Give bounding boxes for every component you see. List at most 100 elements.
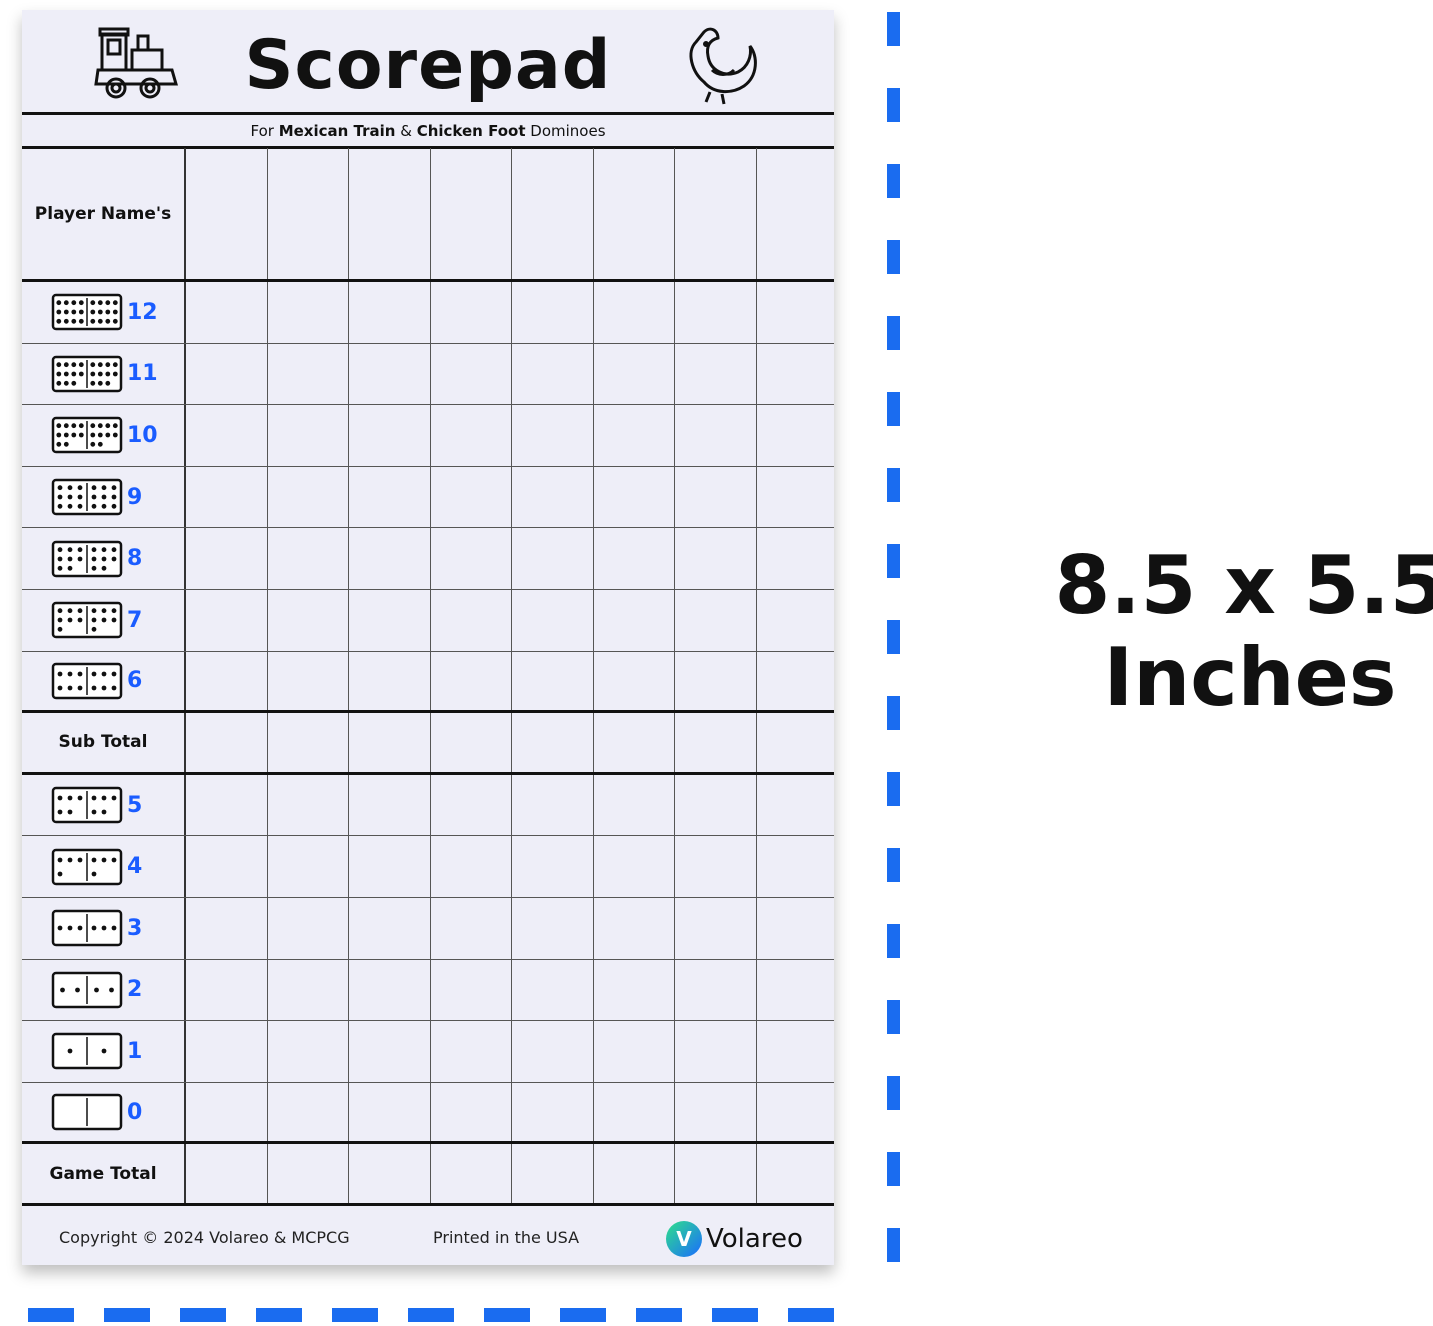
score-cell[interactable]	[349, 959, 431, 1021]
score-cell[interactable]	[594, 343, 675, 405]
score-cell[interactable]	[757, 590, 835, 651]
score-cell[interactable]	[349, 898, 431, 959]
score-cell[interactable]	[431, 1082, 512, 1142]
score-cell[interactable]	[512, 836, 594, 897]
score-cell[interactable]	[675, 713, 757, 772]
score-cell[interactable]	[431, 282, 512, 343]
score-cell[interactable]	[757, 960, 835, 1021]
score-cell[interactable]	[186, 466, 268, 528]
score-cell[interactable]	[594, 651, 675, 711]
score-cell[interactable]	[186, 343, 268, 405]
score-cell[interactable]	[349, 148, 431, 279]
score-cell[interactable]	[268, 713, 349, 772]
score-cell[interactable]	[268, 959, 349, 1021]
score-cell[interactable]	[186, 528, 268, 589]
score-cell[interactable]	[349, 405, 431, 466]
score-cell[interactable]	[512, 1021, 594, 1082]
score-cell[interactable]	[594, 836, 675, 897]
score-cell[interactable]	[186, 1144, 268, 1203]
score-cell[interactable]	[594, 774, 675, 836]
score-cell[interactable]	[512, 405, 594, 466]
score-cell[interactable]	[349, 282, 431, 343]
score-cell[interactable]	[268, 528, 349, 589]
score-cell[interactable]	[186, 282, 268, 343]
score-cell[interactable]	[186, 651, 268, 711]
score-cell[interactable]	[675, 836, 757, 897]
score-cell[interactable]	[675, 1082, 757, 1142]
score-cell[interactable]	[349, 651, 431, 711]
score-cell[interactable]	[349, 774, 431, 836]
score-cell[interactable]	[431, 528, 512, 589]
score-cell[interactable]	[268, 898, 349, 959]
score-cell[interactable]	[675, 148, 757, 279]
score-cell[interactable]	[349, 590, 431, 651]
score-cell[interactable]	[757, 528, 835, 589]
score-cell[interactable]	[512, 528, 594, 589]
score-cell[interactable]	[594, 528, 675, 589]
score-cell[interactable]	[757, 1021, 835, 1082]
score-cell[interactable]	[431, 148, 512, 279]
score-cell[interactable]	[675, 282, 757, 343]
score-cell[interactable]	[512, 343, 594, 405]
score-cell[interactable]	[757, 652, 835, 711]
score-cell[interactable]	[594, 590, 675, 651]
score-cell[interactable]	[268, 282, 349, 343]
score-cell[interactable]	[512, 282, 594, 343]
score-cell[interactable]	[431, 1021, 512, 1082]
score-cell[interactable]	[512, 1082, 594, 1142]
score-cell[interactable]	[268, 774, 349, 836]
score-cell[interactable]	[431, 405, 512, 466]
score-cell[interactable]	[186, 148, 268, 279]
score-cell[interactable]	[594, 1021, 675, 1082]
score-cell[interactable]	[186, 774, 268, 836]
score-cell[interactable]	[675, 528, 757, 589]
score-cell[interactable]	[349, 1021, 431, 1082]
score-cell[interactable]	[512, 148, 594, 279]
score-cell[interactable]	[349, 343, 431, 405]
score-cell[interactable]	[594, 959, 675, 1021]
score-cell[interactable]	[431, 651, 512, 711]
score-cell[interactable]	[268, 1144, 349, 1203]
score-cell[interactable]	[757, 344, 835, 405]
score-cell[interactable]	[431, 836, 512, 897]
score-cell[interactable]	[186, 713, 268, 772]
score-cell[interactable]	[594, 466, 675, 528]
score-cell[interactable]	[268, 343, 349, 405]
score-cell[interactable]	[594, 148, 675, 279]
score-cell[interactable]	[512, 774, 594, 836]
score-cell[interactable]	[186, 405, 268, 466]
score-cell[interactable]	[675, 590, 757, 651]
score-cell[interactable]	[268, 466, 349, 528]
score-cell[interactable]	[431, 959, 512, 1021]
score-cell[interactable]	[349, 528, 431, 589]
score-cell[interactable]	[757, 898, 835, 959]
score-cell[interactable]	[512, 1144, 594, 1203]
score-cell[interactable]	[675, 959, 757, 1021]
score-cell[interactable]	[757, 148, 835, 279]
score-cell[interactable]	[512, 466, 594, 528]
score-cell[interactable]	[349, 1082, 431, 1142]
score-cell[interactable]	[757, 467, 835, 528]
score-cell[interactable]	[757, 713, 835, 772]
score-cell[interactable]	[757, 1083, 835, 1142]
score-cell[interactable]	[757, 282, 835, 343]
score-cell[interactable]	[349, 713, 431, 772]
score-cell[interactable]	[186, 959, 268, 1021]
score-cell[interactable]	[268, 590, 349, 651]
score-cell[interactable]	[757, 1144, 835, 1203]
score-cell[interactable]	[186, 898, 268, 959]
score-cell[interactable]	[268, 1082, 349, 1142]
score-cell[interactable]	[186, 590, 268, 651]
score-cell[interactable]	[512, 651, 594, 711]
score-cell[interactable]	[431, 590, 512, 651]
score-cell[interactable]	[594, 405, 675, 466]
score-cell[interactable]	[349, 836, 431, 897]
score-cell[interactable]	[675, 774, 757, 836]
score-cell[interactable]	[675, 466, 757, 528]
score-cell[interactable]	[757, 836, 835, 897]
score-cell[interactable]	[268, 651, 349, 711]
score-cell[interactable]	[268, 836, 349, 897]
score-cell[interactable]	[431, 774, 512, 836]
score-cell[interactable]	[268, 1021, 349, 1082]
score-cell[interactable]	[512, 959, 594, 1021]
